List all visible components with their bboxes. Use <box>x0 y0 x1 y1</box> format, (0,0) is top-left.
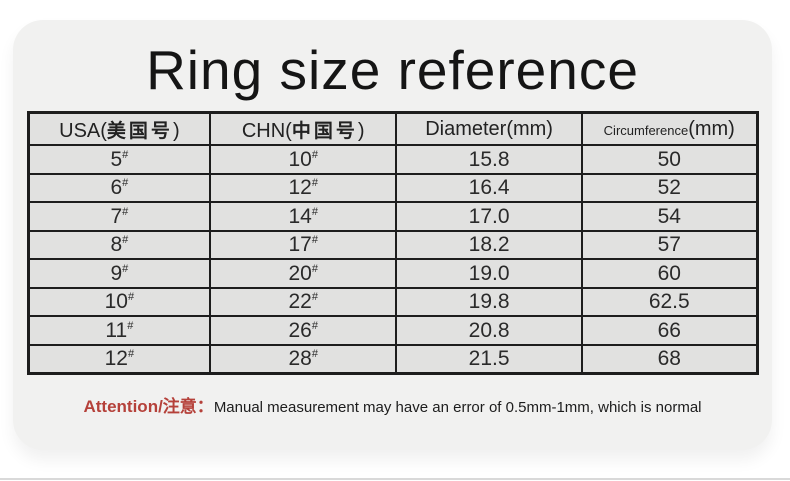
diameter-cell: 20.8 <box>395 315 584 346</box>
bottom-divider-line <box>0 478 790 480</box>
circumference-cell: 54 <box>581 201 758 232</box>
size-hash-suffix: # <box>122 177 129 189</box>
page-title: Ring size reference <box>146 39 639 101</box>
chn-size-cell: 22# <box>209 286 398 318</box>
circumference-word: Circumference <box>603 122 689 138</box>
diameter-cell: 19.0 <box>395 258 584 289</box>
size-hash-suffix: # <box>127 291 135 303</box>
circumference-unit: (mm) <box>688 117 735 140</box>
diameter-cell: 21.5 <box>395 343 584 375</box>
table-row: 8# 17# 18.2 57 <box>26 229 758 261</box>
size-hash-suffix: # <box>311 205 318 218</box>
table-row: 7# 14# 17.0 54 <box>26 201 758 232</box>
ring-size-table: USA(美国号) CHN(中国号) Diameter(mm) Circumfer… <box>26 110 759 375</box>
size-hash-suffix: # <box>122 148 129 161</box>
ring-size-card: Ring size reference USA(美国号) CHN(中国号) Di… <box>13 20 772 450</box>
chn-size-cell: 28# <box>209 343 398 375</box>
size-hash-suffix: # <box>127 347 135 360</box>
table-row: 10# 22# 19.8 62.5 <box>26 286 758 318</box>
chn-label-suffix: ) <box>357 119 365 142</box>
table-row: 11# 26# 20.8 66 <box>26 315 758 346</box>
chn-size-cell: 26# <box>209 315 398 346</box>
diameter-cell: 15.8 <box>395 144 584 175</box>
size-hash-suffix: # <box>311 291 318 303</box>
size-hash-suffix: # <box>122 234 129 246</box>
usa-size-cell: 8# <box>26 229 212 261</box>
chn-size-cell: 20# <box>209 258 398 289</box>
size-hash-suffix: # <box>311 347 318 360</box>
chn-size-cell: 12# <box>209 172 398 204</box>
size-hash-suffix: # <box>122 262 129 275</box>
circumference-cell: 52 <box>581 172 758 204</box>
circumference-cell: 57 <box>581 229 758 261</box>
usa-size-cell: 7# <box>26 201 212 232</box>
attention-note: Attention/注意：Manual measurement may have… <box>13 392 772 417</box>
table-row: 12# 28# 21.5 68 <box>26 343 758 375</box>
circumference-cell: 50 <box>581 144 758 175</box>
diameter-cell: 16.4 <box>395 172 584 204</box>
usa-label-suffix: ) <box>172 119 180 142</box>
usa-size-cell: 5# <box>26 144 212 175</box>
chn-label-prefix: CHN( <box>241 119 292 142</box>
column-header-diameter: Diameter(mm) <box>395 111 584 147</box>
table-row: 9# 20# 19.0 60 <box>26 258 758 289</box>
size-hash-suffix: # <box>311 177 318 189</box>
table-body: 5# 10# 15.8 50 6# 12# 16.4 52 7# 14# 17.… <box>26 144 758 375</box>
usa-size-cell: 12# <box>26 343 212 375</box>
size-hash-suffix: # <box>311 234 318 246</box>
size-hash-suffix: # <box>122 205 129 218</box>
diameter-cell: 17.0 <box>395 201 584 232</box>
chn-label-cjk: 中国号 <box>291 120 358 142</box>
column-header-chn: CHN(中国号) <box>209 111 398 147</box>
table-header-row: USA(美国号) CHN(中国号) Diameter(mm) Circumfer… <box>26 111 758 147</box>
circumference-cell: 68 <box>581 343 758 375</box>
size-hash-suffix: # <box>311 148 318 161</box>
usa-size-cell: 10# <box>26 286 212 318</box>
size-hash-suffix: # <box>127 319 134 332</box>
chn-size-cell: 10# <box>209 144 398 175</box>
table-row: 6# 12# 16.4 52 <box>26 172 758 204</box>
attention-text: Manual measurement may have an error of … <box>213 398 702 416</box>
usa-size-cell: 11# <box>26 315 212 346</box>
circumference-cell: 60 <box>581 258 758 289</box>
usa-label-prefix: USA( <box>59 119 107 142</box>
usa-size-cell: 6# <box>26 172 212 204</box>
diameter-cell: 19.8 <box>395 286 584 318</box>
column-header-circumference: Circumference(mm) <box>581 111 758 147</box>
chn-size-cell: 14# <box>209 201 398 232</box>
column-header-usa: USA(美国号) <box>26 111 212 147</box>
chn-size-cell: 17# <box>209 229 398 261</box>
usa-size-cell: 9# <box>26 258 212 289</box>
size-hash-suffix: # <box>311 262 318 275</box>
table-header: USA(美国号) CHN(中国号) Diameter(mm) Circumfer… <box>26 111 758 147</box>
diameter-cell: 18.2 <box>395 229 584 261</box>
circumference-cell: 62.5 <box>581 286 758 318</box>
usa-label-cjk: 美国号 <box>106 120 173 142</box>
attention-label: Attention/注意： <box>83 396 214 416</box>
size-hash-suffix: # <box>311 319 318 332</box>
circumference-cell: 66 <box>581 315 758 346</box>
table-row: 5# 10# 15.8 50 <box>26 144 758 175</box>
